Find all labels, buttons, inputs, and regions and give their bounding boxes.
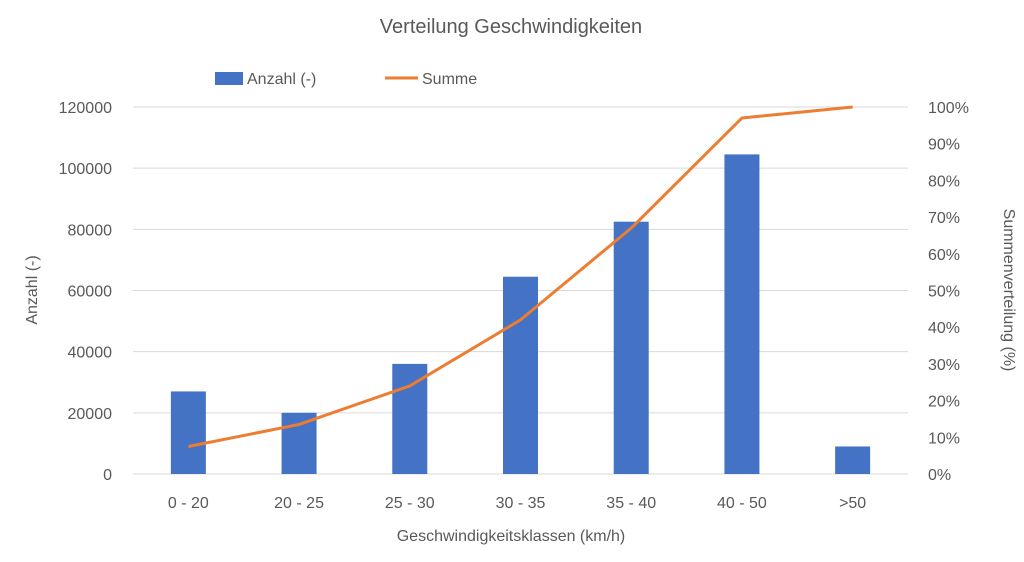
y2-tick-label: 10%	[928, 430, 960, 447]
bars	[171, 154, 870, 474]
x-tick-label: 20 - 25	[274, 495, 324, 512]
y2-tick-label: 70%	[928, 210, 960, 227]
y2-tick-label: 40%	[928, 320, 960, 337]
x-axis-ticks: 0 - 20 20 - 25 25 - 30 30 - 35 35 - 40 40 - 5…	[168, 495, 866, 512]
y-tick-label: 120000	[59, 100, 112, 117]
legend-label-summe: Summe	[422, 71, 477, 88]
y-axis-ticks: 0 20000 40000 60000 80000 100000 120000	[59, 100, 112, 484]
bar-4	[614, 222, 649, 474]
y2-tick-label: 60%	[928, 247, 960, 264]
legend-swatch-anzahl	[215, 72, 243, 85]
bar-3	[503, 277, 538, 474]
legend-label-anzahl: Anzahl (-)	[247, 71, 316, 88]
bar-5	[724, 154, 759, 474]
x-tick-label: 30 - 35	[496, 495, 546, 512]
x-axis-label: Geschwindigkeitsklassen (km/h)	[397, 528, 626, 545]
x-tick-label: 0 - 20	[168, 495, 209, 512]
y2-tick-label: 80%	[928, 173, 960, 190]
legend: Anzahl (-) Summe	[215, 71, 477, 88]
x-tick-label: 25 - 30	[385, 495, 435, 512]
y2-tick-label: 20%	[928, 394, 960, 411]
bar-2	[392, 364, 427, 474]
x-tick-label: >50	[839, 495, 866, 512]
bar-1	[282, 413, 317, 474]
chart-title: Verteilung Geschwindigkeiten	[380, 16, 642, 38]
y-tick-label: 100000	[59, 161, 112, 178]
x-tick-label: 35 - 40	[606, 495, 656, 512]
bar-6	[835, 446, 870, 474]
y-tick-label: 40000	[68, 345, 113, 362]
y-axis-label: Anzahl (-)	[24, 255, 41, 324]
y-tick-label: 60000	[68, 284, 113, 301]
y-tick-label: 80000	[68, 222, 113, 239]
bar-0	[171, 391, 206, 474]
y-tick-label: 20000	[68, 406, 113, 423]
y2-tick-label: 0%	[928, 467, 951, 484]
y-tick-label: 0	[103, 467, 112, 484]
y2-axis-label: Summenverteilung (%)	[1000, 209, 1017, 372]
y2-tick-label: 90%	[928, 137, 960, 154]
y2-axis-ticks: 0% 10% 20% 30% 40% 50% 60% 70% 80% 90% 100%	[928, 100, 969, 484]
x-tick-label: 40 - 50	[717, 495, 767, 512]
y2-tick-label: 100%	[928, 100, 969, 117]
y2-tick-label: 50%	[928, 284, 960, 301]
y2-tick-label: 30%	[928, 357, 960, 374]
